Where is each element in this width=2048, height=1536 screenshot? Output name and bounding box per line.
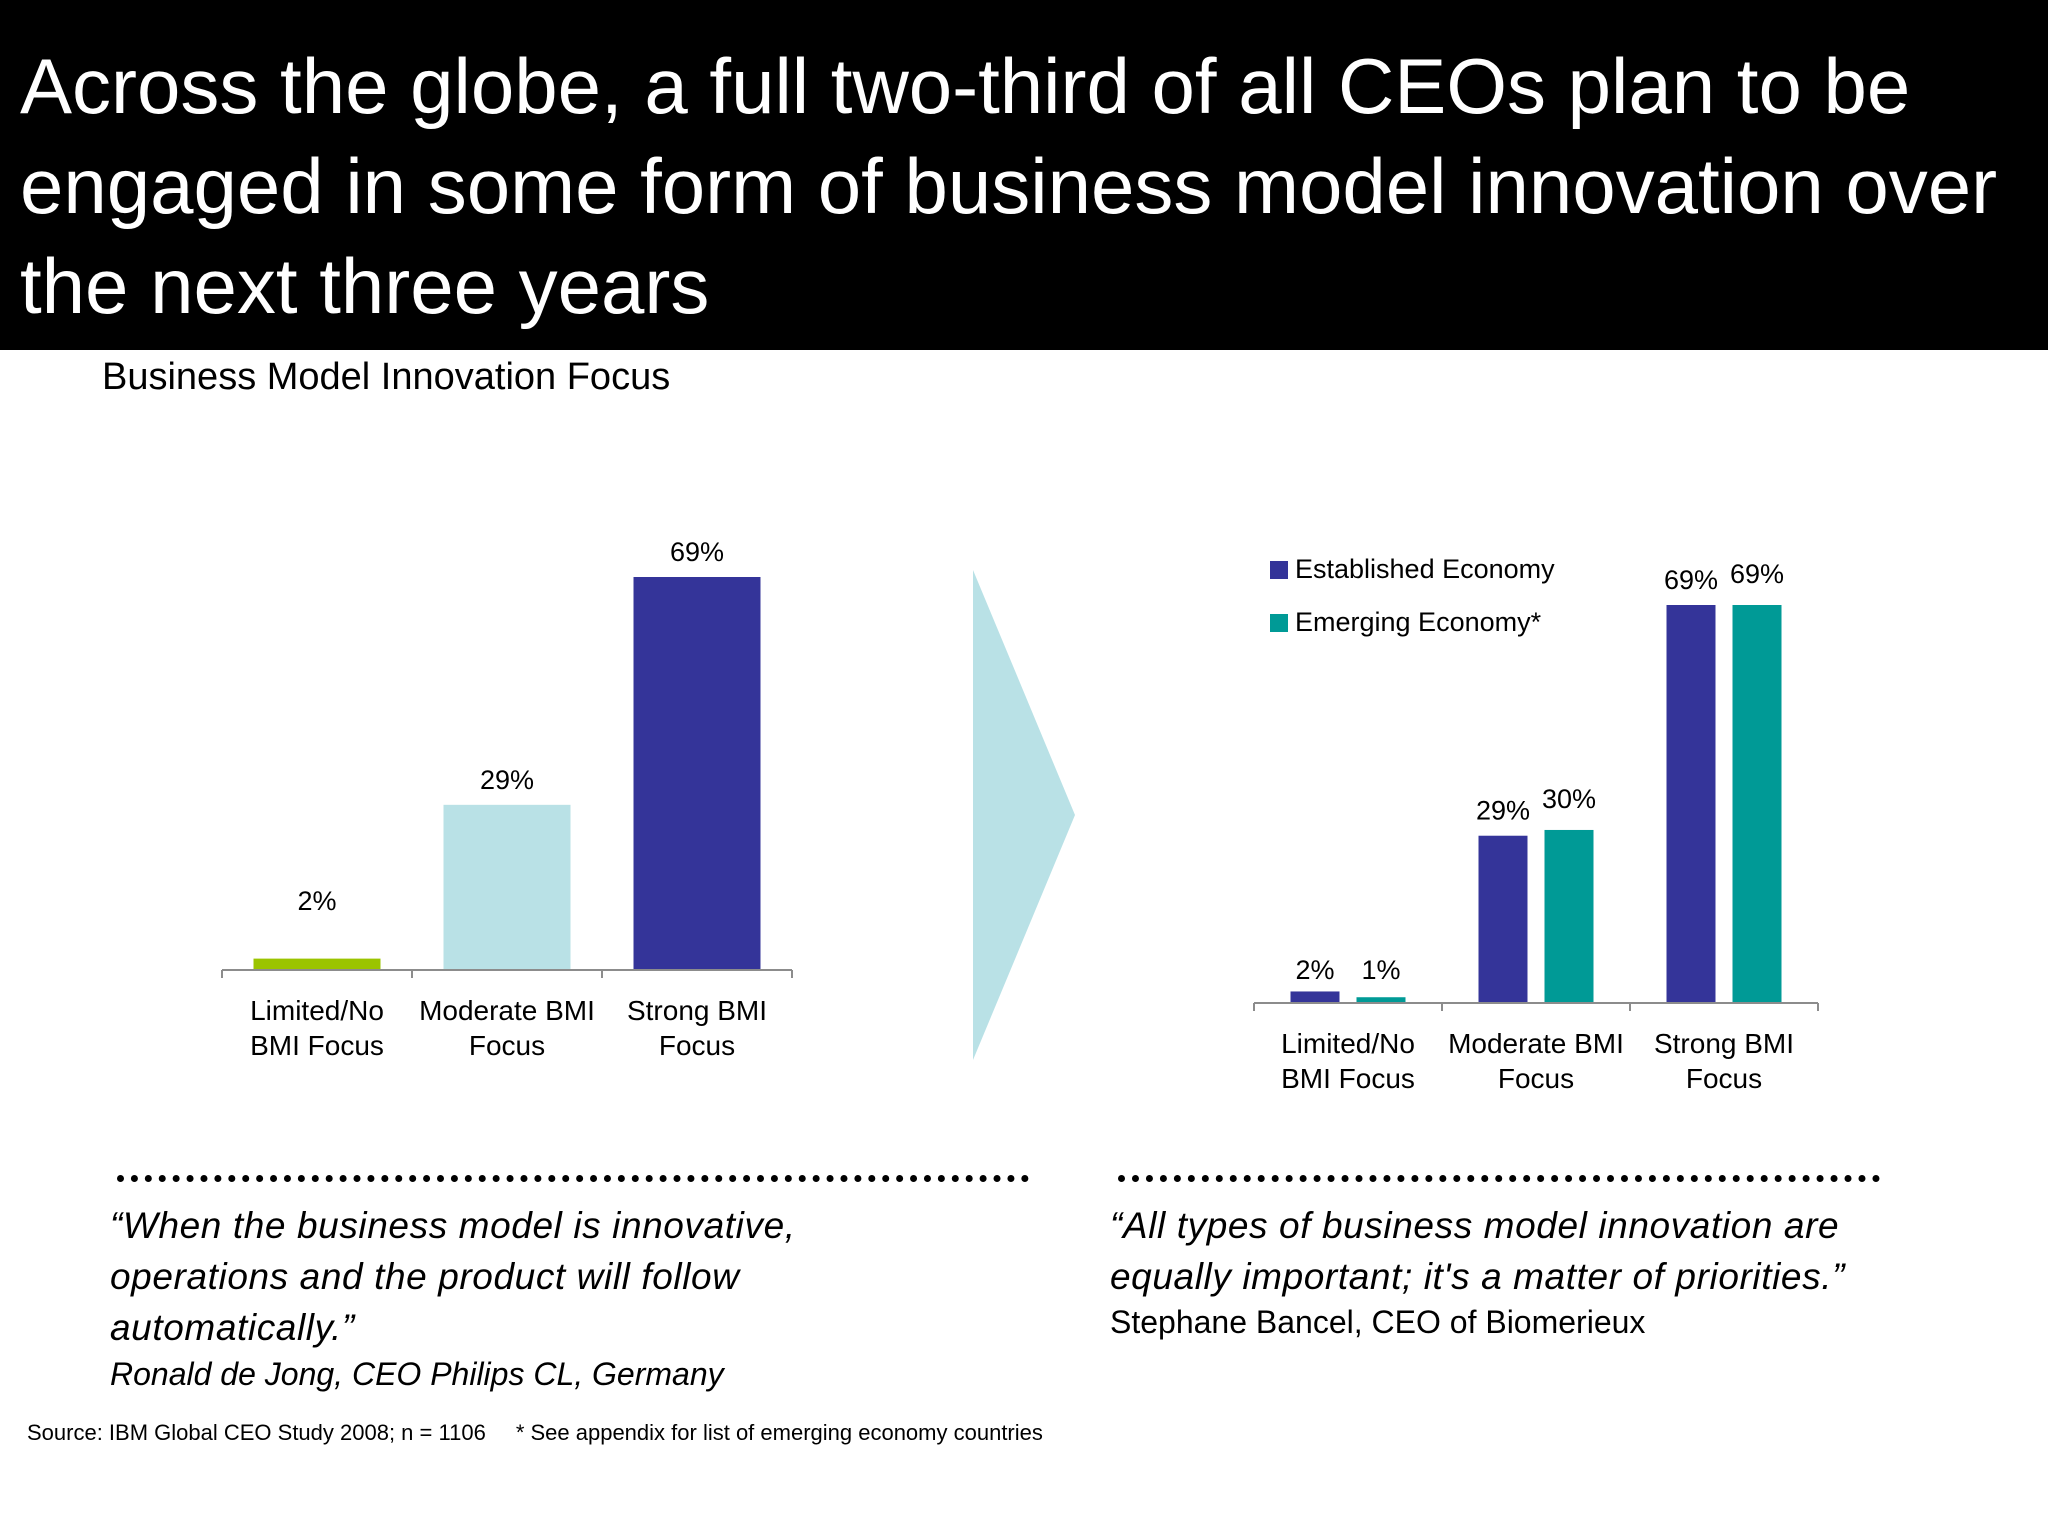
chart2-value-label: 29%	[1476, 796, 1530, 826]
chart2-bar-emerging	[1732, 605, 1782, 1003]
chart2-category-label: Moderate BMI Focus	[1448, 1028, 1624, 1094]
quote-divider-left	[117, 1175, 1029, 1182]
chart1-bar	[443, 804, 571, 970]
header-bar: Across the globe, a full two-third of al…	[0, 0, 2048, 350]
quote-left-attribution: Ronald de Jong, CEO Philips CL, Germany	[110, 1356, 724, 1392]
chart2-value-label: 30%	[1542, 784, 1596, 814]
chart1-bar	[253, 958, 381, 970]
chart2-bar-established	[1478, 835, 1528, 1003]
chart2-bar-established	[1290, 991, 1340, 1003]
quote-right-line-2: equally important; it's a matter of prio…	[1110, 1256, 1846, 1297]
chart2-bar-emerging	[1356, 997, 1406, 1003]
quote-left-line-1: “When the business model is innovative,	[110, 1205, 796, 1246]
chart2-value-label: 2%	[1295, 955, 1334, 985]
chart2-category-label: Strong BMI Focus	[1654, 1028, 1794, 1094]
source-note: Source: IBM Global CEO Study 2008; n = 1…	[27, 1420, 486, 1445]
quote-right-line-1: “All types of business model innovation …	[1110, 1205, 1840, 1246]
quote-divider-right	[1118, 1175, 1880, 1182]
chart1-category-label: Moderate BMI Focus	[419, 995, 595, 1061]
chart2-bar-emerging	[1544, 829, 1594, 1003]
chart1-value-label: 2%	[297, 886, 336, 916]
section-title: Business Model Innovation Focus	[102, 356, 671, 398]
chart1-category-label: Limited/No BMI Focus	[250, 995, 384, 1061]
chart2-bar-established	[1666, 605, 1716, 1003]
chart1-value-label: 69%	[670, 537, 724, 567]
headline: Across the globe, a full two-third of al…	[20, 42, 1998, 330]
chart2-value-label: 1%	[1361, 955, 1400, 985]
chart2-value-label: 69%	[1664, 565, 1718, 595]
quote-left-line-2: operations and the product will follow	[110, 1256, 740, 1297]
chart2-legend-swatch	[1270, 614, 1288, 632]
chart1-value-label: 29%	[480, 765, 534, 795]
chart2-category-label: Limited/No BMI Focus	[1281, 1028, 1415, 1094]
transition-arrow	[973, 570, 1075, 1060]
quote-right: “All types of business model innovation …	[1110, 1200, 1845, 1302]
chart1-bar	[633, 577, 761, 970]
chart2-value-label: 69%	[1730, 559, 1784, 589]
footer: Source: IBM Global CEO Study 2008; n = 1…	[27, 1420, 1043, 1446]
chart1-category-label: Strong BMI Focus	[627, 995, 767, 1061]
appendix-note: * See appendix for list of emerging econ…	[515, 1420, 1043, 1445]
quote-left: “When the business model is innovative, …	[110, 1200, 796, 1353]
chart2-legend-label: Established Economy	[1295, 554, 1555, 584]
quote-right-attribution: Stephane Bancel, CEO of Biomerieux	[1110, 1304, 1646, 1340]
quote-left-line-3: automatically.”	[110, 1307, 355, 1348]
chart2-legend-swatch	[1270, 561, 1288, 579]
chart2-legend-label: Emerging Economy*	[1295, 607, 1542, 637]
